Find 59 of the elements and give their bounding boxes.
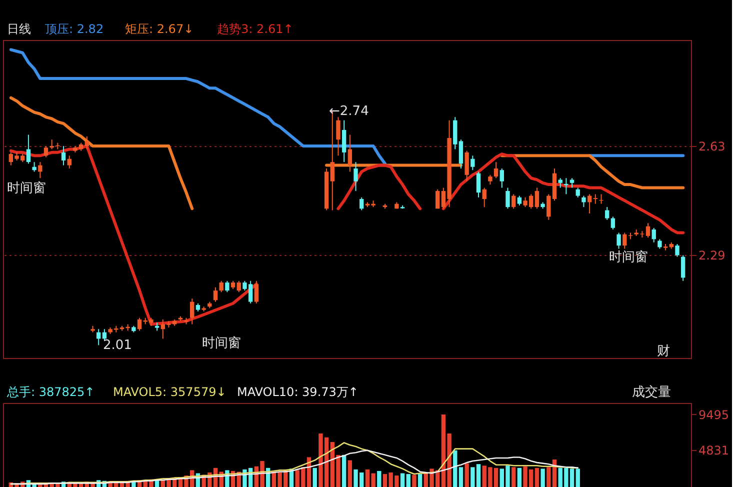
y-tick-label: 9495	[698, 408, 730, 422]
bar	[517, 468, 522, 487]
candlestick	[137, 317, 142, 332]
annotation: 时间窗	[609, 249, 648, 265]
y-tick-label: 4831	[698, 444, 730, 458]
annotation: 2.01	[103, 338, 132, 353]
candlestick	[675, 243, 680, 258]
bar	[534, 468, 540, 487]
bar	[406, 474, 410, 487]
candlestick	[348, 134, 352, 172]
text: 成交量	[632, 384, 671, 400]
text: MAVOL5: 357579↓	[113, 385, 226, 399]
chart-title: 日线	[7, 22, 31, 36]
bar	[418, 474, 422, 487]
text: 趋势3: 2.61↑	[217, 22, 294, 36]
candlestick	[44, 146, 48, 158]
candlestick	[680, 254, 686, 282]
line-series	[10, 450, 579, 485]
candlestick	[254, 280, 259, 304]
candlestick	[219, 280, 224, 293]
bar	[377, 470, 382, 487]
bar	[412, 474, 416, 487]
y-tick-label: 2.29	[698, 248, 726, 263]
bar	[458, 467, 464, 487]
candlestick	[26, 134, 31, 164]
text: MAVOL10: 39.73万↑	[237, 385, 358, 399]
bar	[511, 467, 516, 487]
candlestick	[32, 162, 36, 172]
candlestick	[213, 286, 218, 302]
candlestick	[67, 155, 72, 169]
annotation: ←2.74	[329, 104, 369, 119]
bar	[348, 460, 352, 487]
candlestick	[658, 238, 662, 250]
candlestick	[342, 120, 346, 163]
candlestick	[236, 280, 241, 293]
bar	[464, 463, 469, 487]
text: 矩压: 2.67↓	[125, 22, 194, 36]
text: 总手: 387825↑	[6, 385, 95, 399]
candlestick	[50, 139, 54, 150]
bar	[546, 467, 551, 487]
bar	[576, 468, 580, 487]
bar	[342, 454, 346, 487]
candlestick	[61, 146, 66, 166]
bar	[540, 468, 545, 487]
annotation: 财	[657, 344, 670, 359]
annotation: 时间窗	[202, 335, 241, 351]
bar	[312, 468, 317, 487]
candlestick	[190, 298, 194, 325]
candlestick	[84, 136, 90, 150]
candlestick	[336, 116, 340, 156]
bar	[400, 473, 405, 487]
candlestick	[616, 232, 621, 250]
bar	[453, 450, 458, 487]
candlestick	[435, 188, 440, 210]
y-tick-label: 2.63	[698, 140, 726, 154]
candlestick	[225, 280, 230, 293]
candlestick	[622, 232, 627, 250]
text: 顶压: 2.82	[45, 22, 104, 36]
annotation: 时间窗	[7, 180, 46, 196]
